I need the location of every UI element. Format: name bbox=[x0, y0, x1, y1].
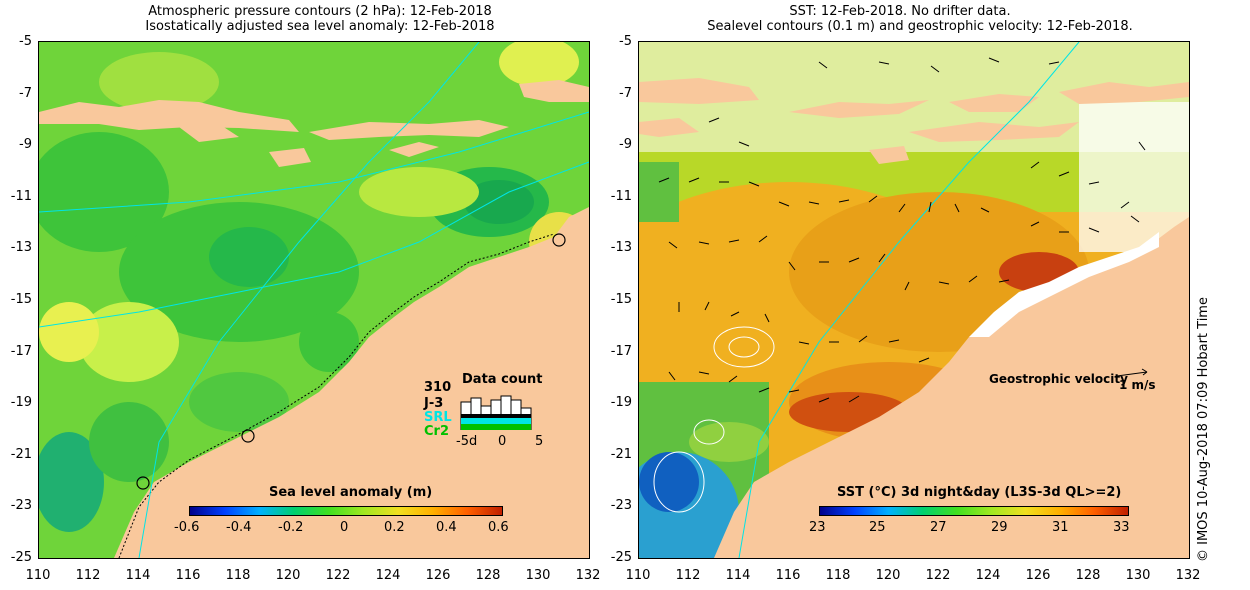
mission-310: 310 bbox=[424, 380, 452, 395]
x-axis-tick-label: 128 bbox=[475, 568, 501, 583]
y-axis-tick-label: -15 bbox=[610, 292, 632, 307]
data-count-tick-mid: 0 bbox=[498, 434, 507, 449]
sla-colorbar-ticks: -0.6 -0.4 -0.2 0 0.2 0.4 0.6 bbox=[174, 520, 516, 536]
mission-j3: J-3 bbox=[424, 396, 444, 411]
sst-tick: 27 bbox=[930, 520, 947, 535]
y-axis-tick-label: -9 bbox=[19, 137, 32, 153]
x-axis-tick-label: 116 bbox=[775, 568, 801, 583]
x-axis-tick-label: 118 bbox=[825, 568, 851, 583]
x-axis-tick-label: 118 bbox=[225, 568, 251, 583]
x-axis-tick-label: 132 bbox=[1175, 568, 1201, 583]
data-count-bars bbox=[460, 395, 532, 430]
y-axis-tick-label: -19 bbox=[10, 395, 32, 411]
x-axis-tick-label: 124 bbox=[375, 568, 401, 583]
x-axis-tick-label: 120 bbox=[275, 568, 301, 583]
x-axis-tick-label: 126 bbox=[1025, 568, 1051, 583]
x-axis-tick-label: 130 bbox=[1125, 568, 1151, 583]
x-axis-tick-label: 122 bbox=[925, 568, 951, 583]
sst-colorbar bbox=[819, 506, 1129, 516]
sst-tick: 31 bbox=[1052, 520, 1069, 535]
y-axis-tick-label: -7 bbox=[619, 85, 632, 101]
y-axis-tick-label: -7 bbox=[19, 85, 32, 101]
y-axis-tick-label: -5 bbox=[619, 34, 632, 49]
y-axis-tick-label: -23 bbox=[610, 498, 632, 514]
sst-tick: 25 bbox=[869, 520, 886, 535]
y-axis-tick-label: -17 bbox=[610, 343, 632, 359]
mission-cr2: Cr2 bbox=[424, 424, 449, 439]
y-axis-tick-label: -21 bbox=[610, 446, 632, 462]
y-axis-tick-label: -15 bbox=[10, 292, 32, 307]
x-axis-tick-label: 126 bbox=[425, 568, 451, 583]
x-axis-tick-label: 110 bbox=[25, 568, 51, 583]
sla-tick: 0.2 bbox=[384, 520, 405, 535]
right-map-title-line2: Sealevel contours (0.1 m) and geostrophi… bbox=[707, 19, 1133, 34]
y-axis-tick-label: -9 bbox=[619, 137, 632, 153]
velocity-legend-scale: 1 m/s bbox=[1119, 378, 1156, 392]
x-axis-tick-label: 114 bbox=[125, 568, 151, 583]
y-axis-tick-label: -25 bbox=[610, 550, 632, 565]
right-map-title-line1: SST: 12-Feb-2018. No drifter data. bbox=[789, 4, 1011, 19]
imos-credit: © IMOS 10-Aug-2018 07:09 Hobart Time bbox=[1196, 297, 1211, 562]
y-axis-tick-label: -25 bbox=[10, 550, 32, 565]
x-axis-tick-label: 124 bbox=[975, 568, 1001, 583]
y-axis-tick-label: -5 bbox=[19, 34, 32, 49]
y-axis-tick-label: -11 bbox=[10, 188, 32, 204]
left-map-title-line1: Atmospheric pressure contours (2 hPa): 1… bbox=[148, 4, 492, 19]
sla-tick: 0.4 bbox=[436, 520, 457, 535]
sla-colorbar bbox=[189, 506, 503, 516]
sst-colorbar-ticks: 23 25 27 29 31 33 bbox=[809, 520, 1149, 536]
sea-level-anomaly-map-graphic bbox=[39, 42, 589, 558]
sst-tick: 29 bbox=[991, 520, 1008, 535]
y-axis-tick-label: -19 bbox=[610, 395, 632, 411]
sla-tick: 0 bbox=[340, 520, 349, 535]
x-axis-tick-label: 112 bbox=[675, 568, 701, 583]
sla-tick: -0.6 bbox=[174, 520, 200, 535]
velocity-legend-label: Geostrophic velocity bbox=[989, 372, 1128, 386]
sst-map: Geostrophic velocity 1 m/s SST (°C) 3d n… bbox=[638, 41, 1190, 559]
sea-level-anomaly-map: Data count 310 J-3 SRL Cr2 -5d 0 5 Sea l… bbox=[38, 41, 590, 559]
data-count-inset: Data count 310 J-3 SRL Cr2 -5d 0 5 bbox=[414, 372, 554, 452]
sst-tick: 33 bbox=[1113, 520, 1130, 535]
x-axis-tick-label: 120 bbox=[875, 568, 901, 583]
y-axis-tick-label: -13 bbox=[10, 240, 32, 256]
y-axis-tick-label: -13 bbox=[610, 240, 632, 256]
sla-tick: -0.4 bbox=[226, 520, 252, 535]
sla-tick: -0.2 bbox=[278, 520, 304, 535]
x-axis-tick-label: 128 bbox=[1075, 568, 1101, 583]
left-map-title-line2: Isostatically adjusted sea level anomaly… bbox=[145, 19, 495, 34]
y-axis-tick-label: -11 bbox=[610, 188, 632, 204]
sst-map-graphic bbox=[639, 42, 1189, 558]
x-axis-tick-label: 132 bbox=[575, 568, 601, 583]
y-axis-tick-label: -17 bbox=[10, 343, 32, 359]
x-axis-tick-label: 110 bbox=[625, 568, 651, 583]
sla-colorbar-label: Sea level anomaly (m) bbox=[269, 485, 433, 500]
x-axis-tick-label: 122 bbox=[325, 568, 351, 583]
x-axis-tick-label: 112 bbox=[75, 568, 101, 583]
data-count-title: Data count bbox=[462, 372, 543, 387]
y-axis-tick-label: -23 bbox=[10, 498, 32, 514]
sst-colorbar-label: SST (°C) 3d night&day (L3S-3d QL>=2) bbox=[837, 485, 1122, 500]
y-axis-tick-label: -21 bbox=[10, 446, 32, 462]
data-count-tick-right: 5 bbox=[535, 434, 544, 449]
sst-tick: 23 bbox=[809, 520, 826, 535]
sla-tick: 0.6 bbox=[488, 520, 509, 535]
x-axis-tick-label: 130 bbox=[525, 568, 551, 583]
x-axis-tick-label: 114 bbox=[725, 568, 751, 583]
mission-srl: SRL bbox=[424, 410, 452, 425]
x-axis-tick-label: 116 bbox=[175, 568, 201, 583]
data-count-tick-left: -5d bbox=[456, 434, 478, 449]
